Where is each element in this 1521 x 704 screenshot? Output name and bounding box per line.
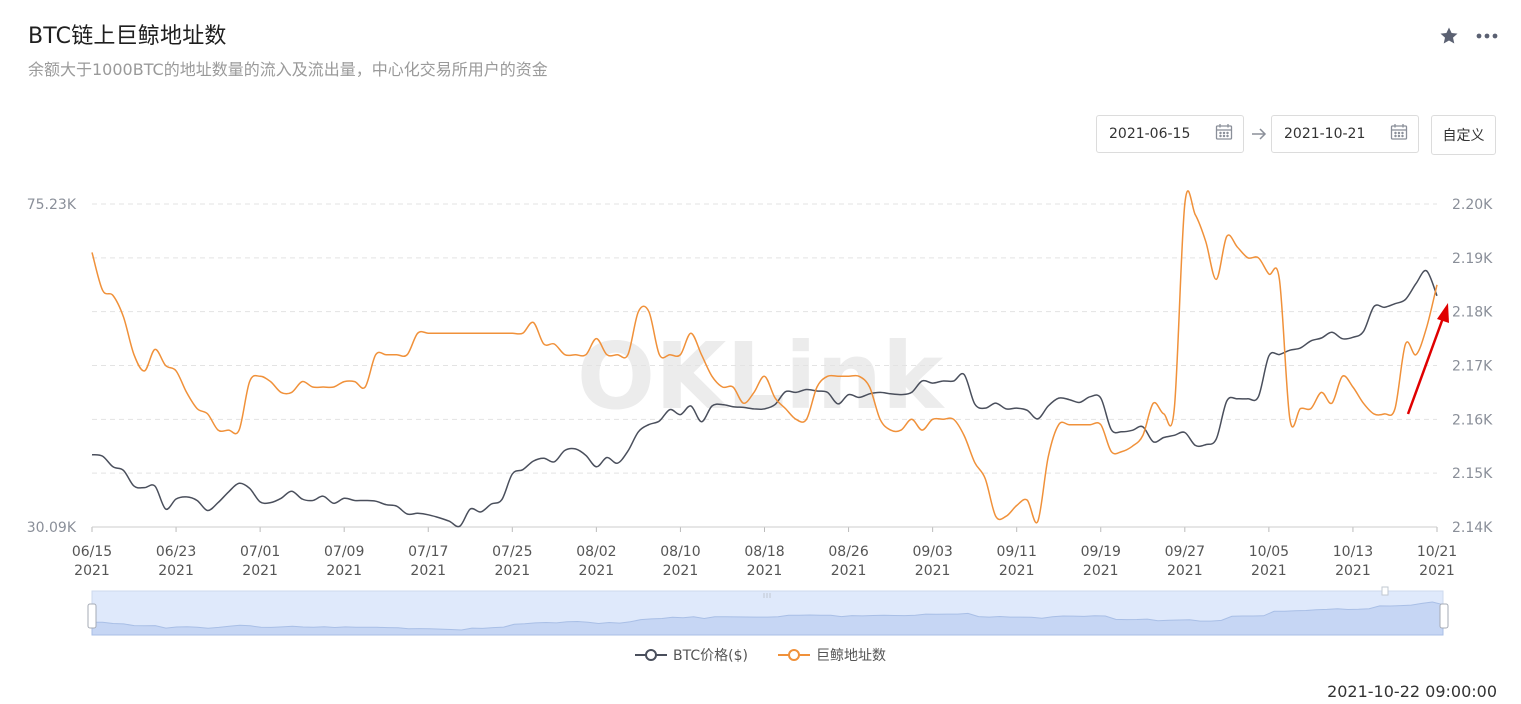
- right-axis-tick-label: 2.14K: [1452, 520, 1493, 536]
- x-tick-label-date: 07/01: [240, 544, 280, 560]
- btc-price-line: [91, 269, 1438, 528]
- x-tick-label-date: 08/02: [576, 544, 616, 560]
- x-tick-label-date: 08/10: [660, 544, 700, 560]
- navigator-right-handle[interactable]: [1439, 603, 1449, 629]
- x-tick-label-date: 09/27: [1165, 544, 1205, 560]
- chart-area: OKLink 75.23K 30.09K 2.20K 2.19K 2.18K 2.17K…: [27, 190, 1493, 636]
- series-layer: [91, 190, 1438, 528]
- x-tick-label-year: 2021: [410, 563, 446, 579]
- x-tick-label-date: 06/23: [156, 544, 196, 560]
- navigator-left-handle[interactable]: [87, 603, 97, 629]
- x-tick-label-year: 2021: [74, 563, 110, 579]
- arrow-right-icon: [1250, 125, 1268, 147]
- end-date-value: 2021-10-21: [1284, 126, 1366, 142]
- right-axis-tick-label: 2.19K: [1452, 251, 1493, 267]
- x-tick-label-date: 08/26: [828, 544, 868, 560]
- x-tick-label-year: 2021: [1419, 563, 1455, 579]
- x-tick-label-year: 2021: [999, 563, 1035, 579]
- left-axis: 75.23K 30.09K: [27, 197, 77, 536]
- legend-label-whale: 巨鲸地址数: [815, 648, 886, 664]
- x-tick-label-date: 10/13: [1333, 544, 1373, 560]
- x-tick-label-year: 2021: [1251, 563, 1287, 579]
- x-tick-label-year: 2021: [831, 563, 867, 579]
- annotation-arrow-shaft: [1406, 317, 1445, 415]
- legend-marker-btc: [635, 649, 668, 661]
- annotation-arrow: [1406, 303, 1449, 415]
- x-tick-label-year: 2021: [579, 563, 615, 579]
- x-tick-label-date: 09/19: [1081, 544, 1121, 560]
- right-axis-tick-label: 2.15K: [1452, 466, 1493, 482]
- left-axis-tick-label: 75.23K: [27, 197, 77, 213]
- x-tick-label-year: 2021: [158, 563, 194, 579]
- x-tick-label-date: 06/15: [72, 544, 112, 560]
- x-tick-label-date: 07/25: [492, 544, 532, 560]
- right-axis: 2.20K 2.19K 2.18K 2.17K 2.16K 2.15K 2.14K: [1452, 197, 1493, 536]
- start-date-value: 2021-06-15: [1109, 126, 1191, 142]
- right-axis-tick-label: 2.20K: [1452, 197, 1493, 213]
- legend-item-whale[interactable]: 巨鲸地址数: [777, 645, 886, 665]
- x-tick-label-date: 07/17: [408, 544, 448, 560]
- x-tick-label-year: 2021: [494, 563, 530, 579]
- legend-marker-whale: [777, 649, 810, 661]
- x-tick-label-date: 09/03: [912, 544, 952, 560]
- x-tick-label-year: 2021: [663, 563, 699, 579]
- x-tick-label-year: 2021: [915, 563, 951, 579]
- annotation-arrow-head: [1437, 303, 1449, 323]
- update-timestamp: 2021-10-22 09:00:00: [1327, 682, 1497, 701]
- legend-item-btc[interactable]: BTC价格($): [635, 645, 748, 665]
- legend-label-btc: BTC价格($): [673, 648, 748, 664]
- x-tick-label-date: 09/11: [997, 544, 1037, 560]
- right-axis-tick-label: 2.17K: [1452, 359, 1493, 375]
- x-axis: 06/15 2021 06/23 2021 07/01 2021 07/09 2021 07/1…: [72, 526, 1457, 579]
- x-tick-label-year: 2021: [747, 563, 783, 579]
- legend: BTC价格($) 巨鲸地址数: [0, 645, 1521, 665]
- start-date-picker[interactable]: 2021-06-15: [1096, 115, 1244, 153]
- x-tick-label-date: 10/05: [1249, 544, 1289, 560]
- calendar-icon: [1390, 123, 1408, 145]
- x-tick-label-date: 07/09: [324, 544, 364, 560]
- end-date-picker[interactable]: 2021-10-21: [1271, 115, 1419, 153]
- x-tick-label-year: 2021: [1083, 563, 1119, 579]
- star-icon[interactable]: [1437, 24, 1461, 48]
- range-navigator[interactable]: [87, 586, 1449, 636]
- right-axis-tick-label: 2.16K: [1452, 412, 1493, 428]
- x-tick-label-year: 2021: [1167, 563, 1203, 579]
- x-tick-label-year: 2021: [326, 563, 362, 579]
- x-tick-label-year: 2021: [1335, 563, 1371, 579]
- x-tick-label-date: 10/21: [1417, 544, 1457, 560]
- page-title: BTC链上巨鲸地址数: [28, 24, 227, 49]
- navigator-area: [91, 601, 1444, 636]
- toolbar: [1437, 24, 1499, 48]
- more-icon[interactable]: [1475, 24, 1499, 48]
- page-subtitle: 余额大于1000BTC的地址数量的流入及流出量，中心化交易所用户的资金: [28, 60, 548, 79]
- watermark: OKLink: [577, 323, 945, 430]
- whale-address-line: [91, 190, 1438, 524]
- x-tick-label-date: 08/18: [744, 544, 784, 560]
- custom-range-button[interactable]: 自定义: [1431, 115, 1496, 155]
- navigator-top-grip: [1381, 586, 1389, 596]
- left-axis-tick-label: 30.09K: [27, 520, 77, 536]
- calendar-icon: [1215, 123, 1233, 145]
- x-tick-label-year: 2021: [242, 563, 278, 579]
- right-axis-tick-label: 2.18K: [1452, 305, 1493, 321]
